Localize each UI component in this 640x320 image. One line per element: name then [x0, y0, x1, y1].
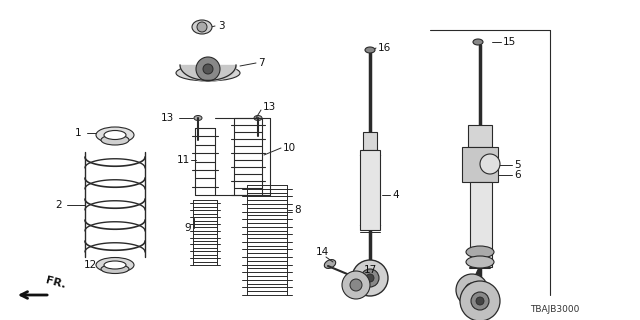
- Text: 5: 5: [514, 160, 520, 170]
- Ellipse shape: [96, 258, 134, 273]
- Ellipse shape: [194, 116, 202, 121]
- Ellipse shape: [473, 39, 483, 45]
- Text: 17: 17: [364, 265, 377, 275]
- Ellipse shape: [365, 47, 375, 53]
- Bar: [468, 125, 492, 147]
- Ellipse shape: [104, 261, 126, 269]
- Circle shape: [471, 292, 489, 310]
- Text: 4: 4: [392, 190, 399, 200]
- Ellipse shape: [466, 256, 494, 268]
- Text: 7: 7: [258, 58, 264, 68]
- Ellipse shape: [96, 127, 134, 143]
- Ellipse shape: [104, 131, 126, 140]
- Text: FR.: FR.: [44, 275, 67, 290]
- Text: 15: 15: [503, 37, 516, 47]
- Text: 10: 10: [283, 143, 296, 153]
- Text: 13: 13: [161, 113, 174, 123]
- Circle shape: [465, 283, 479, 297]
- Text: 11: 11: [177, 155, 190, 165]
- Circle shape: [342, 271, 370, 299]
- Ellipse shape: [176, 65, 240, 81]
- Ellipse shape: [324, 260, 336, 268]
- Circle shape: [361, 269, 379, 287]
- Bar: [462, 147, 498, 182]
- Text: 8: 8: [294, 205, 301, 215]
- Text: 14: 14: [316, 247, 329, 257]
- Text: 1: 1: [75, 128, 82, 138]
- Circle shape: [203, 64, 213, 74]
- Bar: [360, 150, 380, 230]
- Circle shape: [460, 281, 500, 320]
- Circle shape: [366, 274, 374, 282]
- Ellipse shape: [254, 116, 262, 121]
- Text: 12: 12: [84, 260, 97, 270]
- Text: 9: 9: [184, 223, 191, 233]
- Bar: [470, 182, 492, 267]
- Text: 2: 2: [55, 200, 61, 210]
- Circle shape: [352, 260, 388, 296]
- Text: 3: 3: [218, 21, 225, 31]
- Ellipse shape: [101, 135, 129, 145]
- Ellipse shape: [192, 20, 212, 34]
- Ellipse shape: [466, 246, 494, 258]
- Text: TBAJB3000: TBAJB3000: [530, 306, 579, 315]
- Text: 16: 16: [378, 43, 391, 53]
- Circle shape: [476, 297, 484, 305]
- Circle shape: [196, 57, 220, 81]
- Bar: [363, 132, 377, 150]
- Circle shape: [197, 22, 207, 32]
- Text: 13: 13: [263, 102, 276, 112]
- Circle shape: [480, 154, 500, 174]
- Circle shape: [456, 274, 488, 306]
- Circle shape: [350, 279, 362, 291]
- Text: 6: 6: [514, 170, 520, 180]
- Ellipse shape: [101, 265, 129, 274]
